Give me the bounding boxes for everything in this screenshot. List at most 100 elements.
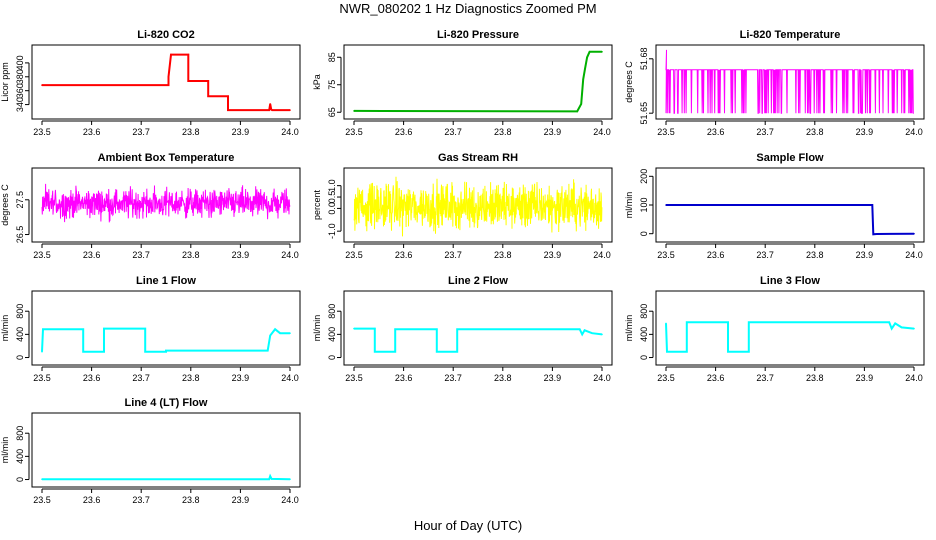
x-tick-label: 23.5	[33, 495, 51, 505]
plot-frame	[31, 44, 301, 120]
series	[665, 204, 915, 236]
y-axis-label: ml/min	[312, 315, 322, 342]
x-tick-label: 23.7	[132, 250, 150, 260]
panel-4: Ambient Box Temperature 23.5 23.6 23.7 23.8 2…	[0, 152, 301, 260]
data-point	[42, 328, 44, 331]
y-tick-label: 0	[15, 477, 25, 482]
x-tick-label: 23.6	[83, 127, 101, 137]
x-tick-label: 23.8	[494, 373, 512, 383]
data-point	[353, 327, 355, 330]
series	[41, 183, 291, 223]
x-tick-label: 23.8	[182, 373, 200, 383]
x-tick-label: 23.7	[756, 373, 774, 383]
y-tick-label: 65	[327, 107, 337, 117]
plot-frame	[343, 44, 613, 120]
panel-title: Line 1 Flow	[136, 275, 196, 287]
x-tick-label: 23.8	[494, 127, 512, 137]
data-point	[165, 350, 167, 353]
y-tick-label: 800	[639, 304, 649, 319]
data-point	[167, 84, 170, 86]
data-point	[436, 350, 438, 353]
series-line	[666, 204, 915, 236]
y-tick-label: 0	[639, 355, 649, 360]
panel-title: Sample Flow	[756, 152, 824, 164]
y-tick-label: 380	[15, 69, 25, 84]
figure-xlabel: Hour of Day (UTC)	[413, 518, 523, 533]
x-tick-label: 23.8	[494, 250, 512, 260]
x-tick-label: 23.7	[444, 250, 462, 260]
series-line	[42, 53, 290, 112]
x-tick-label: 23.6	[395, 127, 413, 137]
y-axis-label: ml/min	[624, 315, 634, 342]
y-tick-label: 75	[327, 80, 337, 90]
data-point	[748, 321, 750, 324]
x-tick-label: 23.7	[132, 373, 150, 383]
plot-frame	[343, 290, 613, 366]
data-point	[144, 350, 146, 353]
data-point	[584, 67, 586, 70]
y-axis-label: degrees C	[0, 184, 10, 226]
series-line	[665, 49, 914, 114]
series-line	[41, 183, 291, 223]
y-tick-label: 0	[639, 231, 649, 236]
x-tick-label: 23.8	[182, 495, 200, 505]
y-tick-label: 800	[327, 304, 337, 319]
data-point	[913, 327, 915, 330]
y-tick-label: -1.0	[327, 223, 337, 239]
data-point	[103, 327, 105, 330]
y-tick-label: 27.5	[15, 191, 25, 209]
x-tick-label: 23.5	[345, 373, 363, 383]
data-point	[207, 80, 209, 82]
x-tick-label: 23.6	[707, 250, 725, 260]
y-tick-label: 26.5	[15, 226, 25, 244]
y-tick-label: 400	[327, 327, 337, 342]
panel-2: Li-820 Pressure 23.5 23.6 23.7 23.8 23.9 24.0 6…	[312, 29, 613, 137]
y-tick-label: 0.5	[327, 191, 337, 204]
x-tick-label: 23.9	[856, 373, 874, 383]
data-point	[167, 76, 170, 78]
x-tick-label: 23.9	[232, 495, 250, 505]
x-tick-label: 23.8	[806, 250, 824, 260]
x-tick-label: 23.9	[856, 250, 874, 260]
series-line	[665, 321, 915, 353]
x-tick-label: 23.7	[756, 250, 774, 260]
plot-frame	[31, 290, 301, 366]
series	[665, 49, 914, 114]
data-point	[578, 328, 581, 331]
data-point	[289, 332, 291, 335]
y-tick-label: 0.0	[327, 202, 337, 215]
data-point	[894, 322, 896, 325]
data-point	[271, 109, 273, 111]
data-point	[727, 321, 729, 324]
data-point	[900, 326, 903, 329]
y-axis-label: degrees C	[624, 61, 634, 103]
y-axis-label: ml/min	[0, 315, 10, 342]
y-tick-label: 51.68	[639, 48, 649, 71]
data-point	[41, 478, 43, 481]
y-tick-label: 340	[15, 97, 25, 112]
data-point	[187, 80, 190, 82]
data-point	[727, 350, 729, 353]
x-tick-label: 24.0	[281, 250, 299, 260]
x-tick-label: 23.6	[395, 250, 413, 260]
x-tick-label: 23.8	[182, 127, 200, 137]
series	[41, 327, 291, 353]
panel-10: Line 4 (LT) Flow 23.5 23.6 23.7 23.8 23.9 24.0…	[0, 397, 301, 505]
x-tick-label: 23.9	[232, 127, 250, 137]
data-point	[207, 95, 209, 97]
series	[353, 50, 603, 113]
data-point	[394, 328, 397, 331]
data-point	[266, 349, 269, 352]
data-point	[170, 53, 172, 56]
series-line	[354, 327, 603, 353]
data-point	[41, 84, 43, 86]
y-tick-label: 0	[327, 355, 337, 360]
y-tick-label: 400	[15, 449, 25, 464]
panel-6: Sample Flow 23.5 23.6 23.7 23.8 23.9 24.0 0 100 2…	[624, 152, 925, 260]
data-point	[872, 233, 875, 236]
x-tick-label: 23.5	[33, 127, 51, 137]
panel-9: Line 3 Flow 23.5 23.6 23.7 23.8 23.9 24.0 0 400 8…	[624, 275, 925, 383]
x-tick-label: 24.0	[281, 373, 299, 383]
data-point	[227, 109, 229, 111]
data-point	[269, 103, 272, 105]
